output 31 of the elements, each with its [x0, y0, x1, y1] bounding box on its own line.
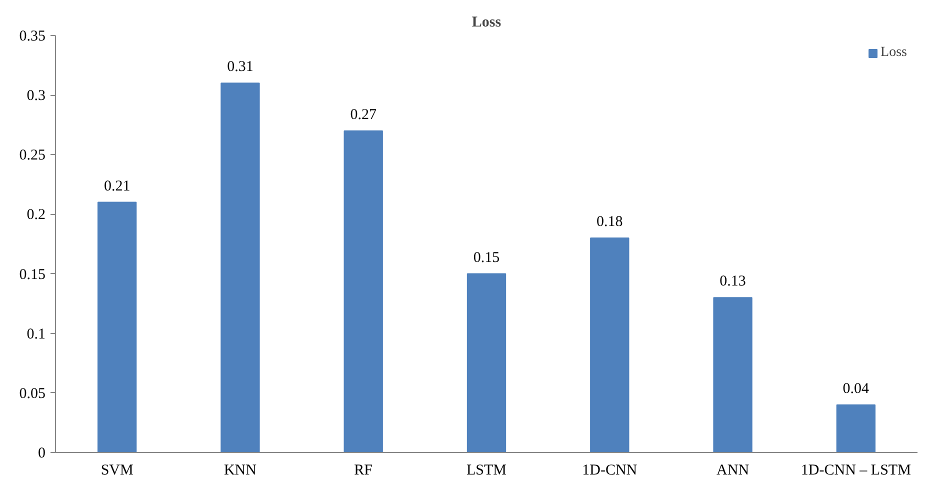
bar	[220, 82, 260, 452]
y-tick-label: 0.3	[26, 88, 46, 104]
x-tick-label: 1D-CNN	[582, 462, 638, 478]
y-tick-label: 0.2	[26, 207, 46, 224]
bar	[713, 297, 752, 452]
y-tick-label: 0.15	[19, 266, 46, 283]
x-tick-label: ANN	[716, 462, 750, 478]
x-tick-label: 1D-CNN – LSTM	[800, 462, 911, 478]
bar	[466, 273, 506, 452]
data-label: 0.31	[227, 59, 254, 76]
y-tick-label: 0.05	[19, 386, 46, 402]
x-tick-label: LSTM	[466, 462, 507, 478]
y-tick-label: 0.35	[19, 28, 46, 44]
data-label: 0.18	[596, 214, 623, 230]
bar	[97, 202, 137, 452]
y-tick-label: 0	[38, 446, 46, 462]
x-tick-label: RF	[354, 462, 373, 478]
data-label: 0.13	[720, 274, 746, 290]
y-tick-label: 0.1	[26, 326, 46, 342]
bar	[836, 404, 876, 452]
data-label: 0.04	[842, 380, 870, 397]
legend-label: Loss	[880, 45, 907, 61]
data-label: 0.15	[473, 250, 500, 266]
bar	[590, 238, 630, 452]
x-tick-label: SVM	[100, 462, 134, 478]
bar	[344, 130, 383, 452]
x-tick-label: KNN	[224, 462, 257, 478]
chart-title: Loss	[472, 14, 502, 30]
data-label: 0.27	[350, 106, 377, 123]
y-tick-label: 0.25	[19, 148, 46, 164]
data-label: 0.21	[104, 178, 130, 194]
